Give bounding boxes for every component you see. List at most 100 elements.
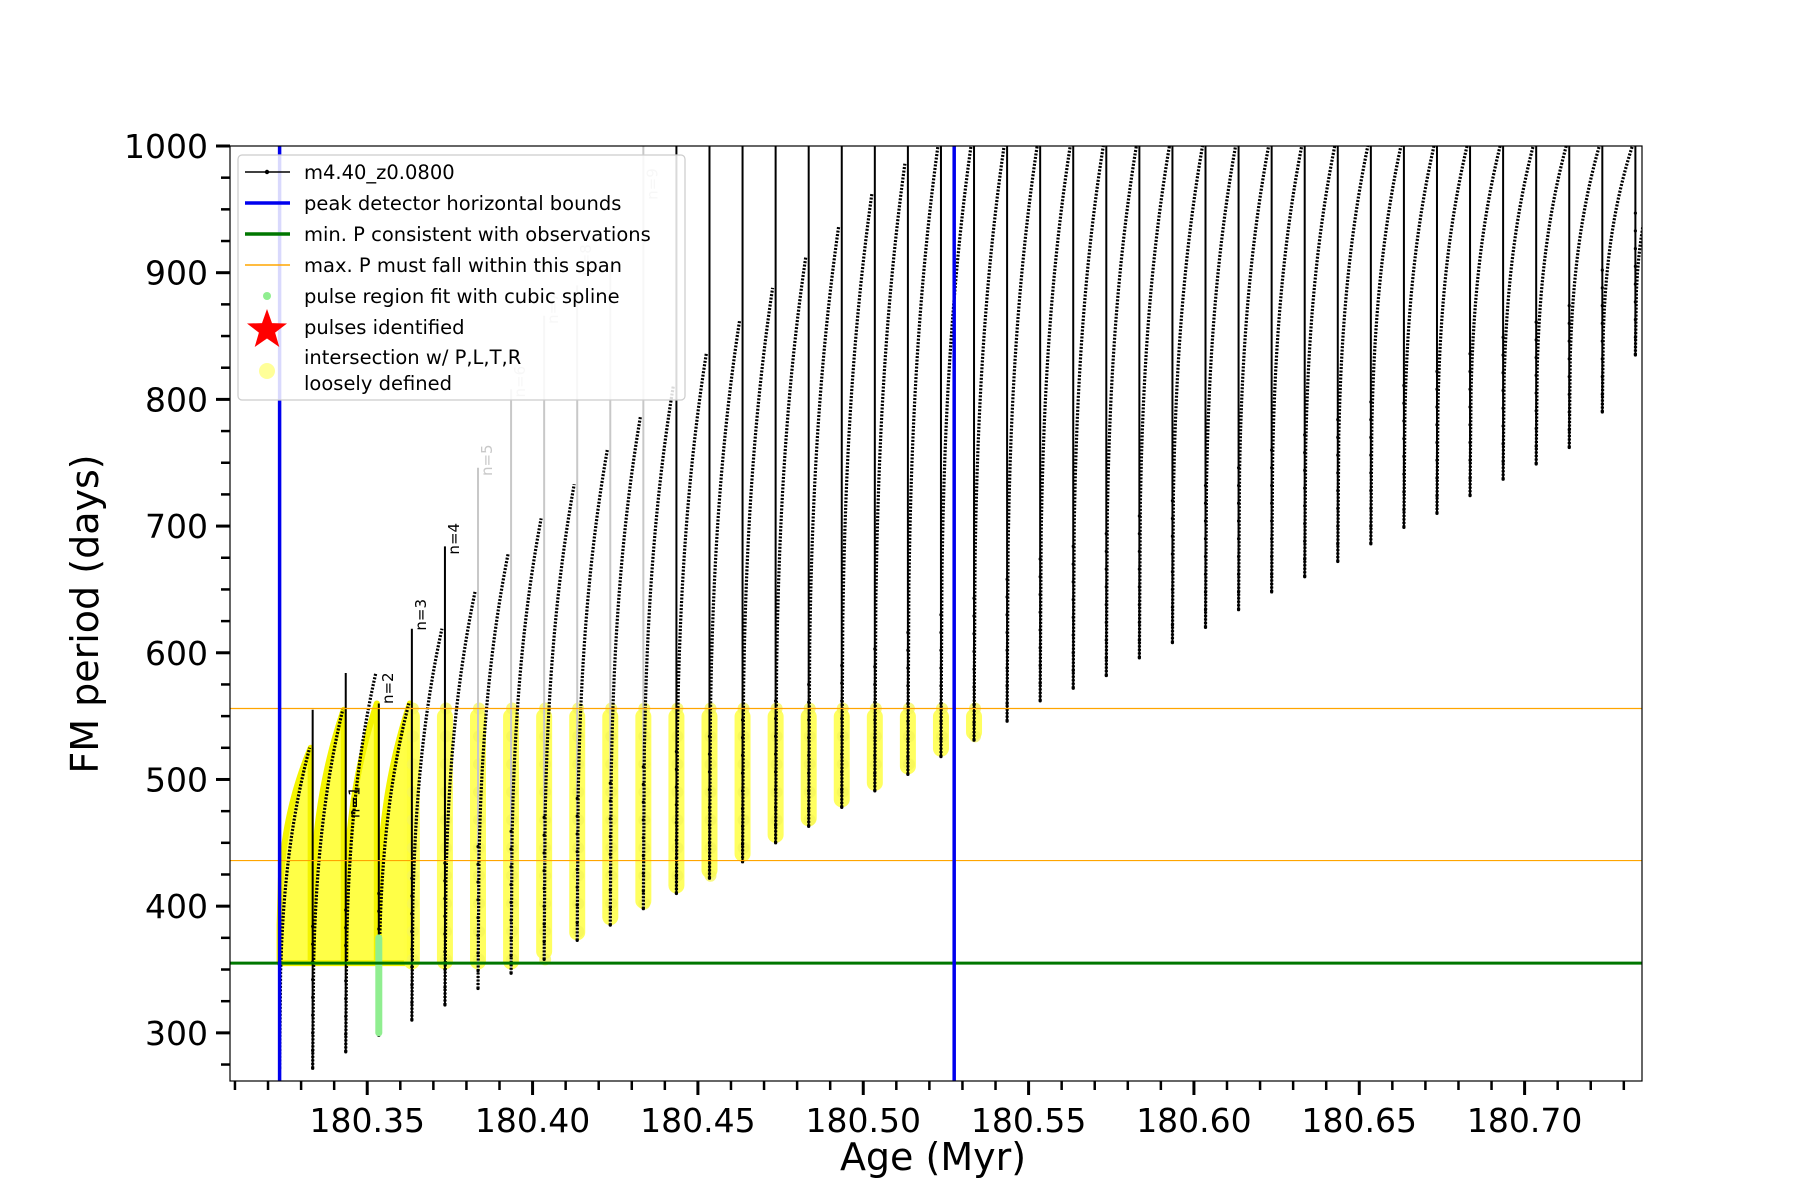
series-point (542, 904, 546, 908)
series-point (575, 921, 579, 925)
series-line (939, 146, 973, 757)
series-point (1236, 466, 1241, 470)
series-point (1005, 666, 1009, 670)
series-point (575, 885, 579, 889)
series-point (476, 898, 480, 902)
series-point (840, 681, 844, 685)
series-point (1038, 699, 1042, 703)
series-point (509, 829, 513, 834)
series-point (1170, 499, 1175, 503)
series-point (674, 838, 679, 842)
series-point (840, 770, 844, 774)
series-point (1435, 369, 1439, 374)
series-point (1071, 651, 1075, 655)
series-line (1567, 146, 1601, 448)
series-point (1633, 300, 1637, 304)
series-line (1468, 146, 1502, 496)
series-line (476, 553, 510, 989)
series-point (1104, 620, 1108, 624)
series-point (1203, 590, 1208, 594)
pulse-label: n=3 (412, 599, 430, 631)
series-point (311, 924, 315, 929)
series-point (641, 782, 645, 787)
series-point (1038, 610, 1042, 614)
plot-frame (229, 145, 1643, 1082)
series-point (1170, 641, 1175, 645)
series-point (1468, 458, 1472, 462)
series-point (1303, 557, 1307, 561)
series-point (1501, 406, 1505, 410)
series-point (1369, 506, 1373, 510)
series-point (509, 971, 513, 975)
series-point (1005, 684, 1009, 688)
series-point (641, 818, 645, 822)
series-point (1435, 494, 1439, 498)
series-point (1104, 673, 1108, 678)
series-point (1203, 501, 1208, 505)
series-point (740, 718, 745, 722)
series-line (674, 352, 709, 894)
series-point (542, 851, 546, 855)
series-point (873, 736, 877, 740)
series-point (443, 932, 447, 936)
series-point (707, 788, 712, 792)
series-point (410, 1000, 414, 1005)
series-point (1633, 335, 1637, 339)
series-point (1402, 508, 1406, 512)
series-point (1402, 454, 1406, 458)
series-point (674, 749, 679, 754)
series-point (1303, 539, 1307, 543)
x-axis-label: Age (Myr) (840, 1135, 1026, 1179)
series-point (1534, 409, 1538, 413)
series-point (1468, 476, 1472, 480)
series-point (410, 876, 414, 880)
series-point (1137, 514, 1141, 518)
series-point (1402, 490, 1406, 494)
series-point (1600, 374, 1604, 379)
series-point (1104, 656, 1108, 660)
series-point (1402, 419, 1406, 423)
series-point (807, 824, 811, 828)
series-line (641, 385, 675, 909)
series-point (575, 867, 579, 872)
series-point (1303, 575, 1307, 579)
series-point (1104, 638, 1108, 642)
series-point (1137, 638, 1141, 642)
series-point (873, 753, 877, 757)
series-point (1567, 304, 1571, 308)
y-tick-label: 800 (145, 380, 208, 419)
pulse-label: n=4 (445, 523, 463, 555)
x-tick-label: 180.60 (1136, 1101, 1251, 1140)
series-point (1567, 392, 1571, 396)
series-point (1435, 458, 1439, 462)
series-point (807, 700, 811, 704)
series-point (972, 632, 976, 636)
series-point (1600, 286, 1604, 290)
series-point (443, 1003, 447, 1007)
series-point (542, 940, 546, 944)
series-point (1137, 620, 1141, 624)
series-point (1104, 567, 1108, 571)
series-point (906, 630, 910, 635)
series-point (674, 785, 679, 789)
series-point (608, 799, 612, 803)
series-point (1468, 440, 1472, 445)
series-point (1369, 524, 1373, 528)
series-point (1600, 304, 1604, 308)
series-point (1633, 317, 1637, 322)
series-point (509, 953, 513, 958)
series-point (410, 912, 414, 916)
x-tick-label: 180.40 (475, 1101, 590, 1140)
series-point (1203, 625, 1208, 630)
series-point (608, 817, 612, 821)
legend-handle (263, 292, 271, 300)
series-point (873, 647, 877, 651)
series-point (344, 1032, 348, 1036)
series-point (840, 805, 844, 809)
legend-handle (259, 363, 275, 379)
series-point (1369, 435, 1373, 439)
series-point (1534, 444, 1538, 448)
series-point (1137, 532, 1141, 536)
series-line (410, 628, 444, 1021)
y-tick-label: 300 (145, 1014, 208, 1053)
